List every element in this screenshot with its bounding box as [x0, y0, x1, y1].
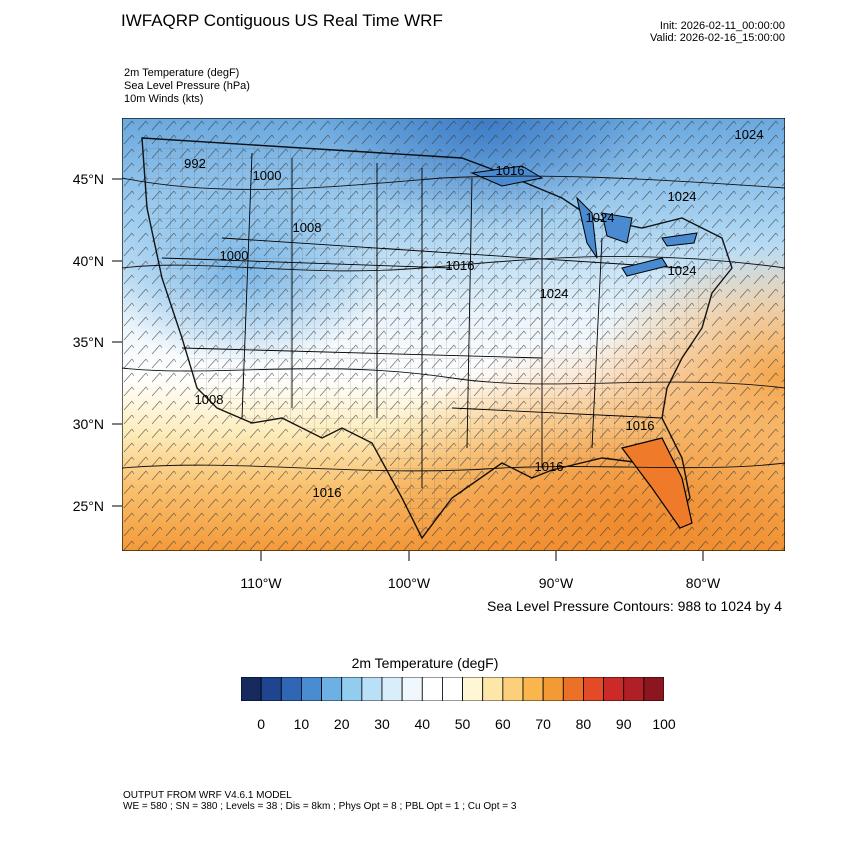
- footer-config: WE = 580 ; SN = 380 ; Levels = 38 ; Dis …: [123, 801, 517, 812]
- colorbar-swatch: [442, 677, 463, 701]
- colorbar-tick-label: 20: [333, 716, 350, 732]
- colorbar-swatch: [603, 677, 625, 701]
- init-time: Init: 2026-02-11_00:00:00: [659, 20, 785, 32]
- colorbar-swatch: [241, 677, 262, 701]
- contour-label: 1008: [293, 220, 322, 235]
- weather-map: 992 1000 1008 1000 1016 1016 1024 1024 1…: [122, 118, 785, 551]
- colorbar-swatch: [321, 677, 343, 701]
- colorbar-swatch: [401, 677, 423, 701]
- colorbar-tick-label: 80: [575, 716, 592, 732]
- valid-time: Valid: 2026-02-16_15:00:00: [650, 32, 785, 44]
- latitude-label: 45°N: [73, 171, 104, 187]
- colorbar-swatch: [583, 677, 604, 701]
- colorbar-swatch: [462, 677, 484, 701]
- colorbar-swatch: [341, 677, 363, 701]
- contour-label: 1016: [496, 163, 525, 178]
- colorbar-swatch: [301, 677, 322, 701]
- colorbar-tick-label: 90: [615, 716, 632, 732]
- colorbar-swatch: [623, 677, 645, 701]
- contour-label: 1024: [540, 286, 569, 301]
- colorbar-tick-label: 0: [257, 716, 266, 732]
- longitude-label: 110°W: [240, 575, 282, 591]
- colorbar-swatch: [280, 677, 302, 701]
- longitude-label: 80°W: [686, 575, 721, 591]
- latitude-label: 40°N: [73, 253, 104, 269]
- contour-label: 1024: [586, 210, 615, 225]
- longitude-label: 100°W: [388, 575, 431, 591]
- contour-label: 1024: [735, 127, 764, 142]
- latitude-axis: 45°N 40°N 35°N 30°N 25°N: [73, 171, 122, 514]
- colorbar-swatch: [381, 677, 403, 701]
- colorbar-swatch: [542, 677, 564, 701]
- colorbar: [241, 677, 664, 701]
- contour-label: 1024: [668, 263, 697, 278]
- colorbar-title: 2m Temperature (degF): [351, 655, 499, 671]
- colorbar-tick-label: 40: [414, 716, 431, 732]
- longitude-label: 90°W: [539, 575, 574, 591]
- contour-label: 1016: [535, 459, 564, 474]
- contour-label: 1000: [220, 248, 249, 263]
- colorbar-swatch: [361, 677, 383, 701]
- latitude-label: 25°N: [73, 498, 104, 514]
- footer-model: OUTPUT FROM WRF V4.6.1 MODEL: [123, 790, 292, 801]
- longitude-axis: 110°W 100°W 90°W 80°W: [240, 551, 721, 591]
- latitude-label: 35°N: [73, 334, 104, 350]
- colorbar-tick-label: 70: [535, 716, 551, 732]
- contour-label: 1016: [446, 258, 475, 273]
- colorbar-tick-label: 60: [495, 716, 511, 732]
- contour-label: 1008: [195, 392, 224, 407]
- latitude-label: 30°N: [73, 416, 104, 432]
- field-label-winds: 10m Winds (kts): [124, 93, 204, 105]
- contour-label: 1016: [313, 485, 342, 500]
- contour-label: 1000: [253, 168, 282, 183]
- contour-label: 992: [184, 156, 206, 171]
- contour-note: Sea Level Pressure Contours: 988 to 1024…: [487, 598, 782, 614]
- colorbar-tick-label: 50: [454, 716, 471, 732]
- contour-label: 1016: [626, 418, 655, 433]
- colorbar-swatch: [643, 677, 664, 701]
- colorbar-tick-label: 30: [374, 716, 390, 732]
- map-title: IWFAQRP Contiguous US Real Time WRF: [121, 11, 443, 30]
- colorbar-swatch: [260, 677, 282, 701]
- field-label-temperature: 2m Temperature (degF): [124, 67, 240, 79]
- colorbar-swatch: [562, 677, 584, 701]
- colorbar-swatch: [482, 677, 504, 701]
- colorbar-tick-label: 10: [293, 716, 310, 732]
- contour-label: 1024: [668, 189, 697, 204]
- field-label-pressure: Sea Level Pressure (hPa): [124, 80, 250, 92]
- colorbar-tick-label: 100: [652, 716, 676, 732]
- colorbar-swatch: [502, 677, 524, 701]
- colorbar-swatch: [421, 677, 443, 701]
- colorbar-swatch: [522, 677, 544, 701]
